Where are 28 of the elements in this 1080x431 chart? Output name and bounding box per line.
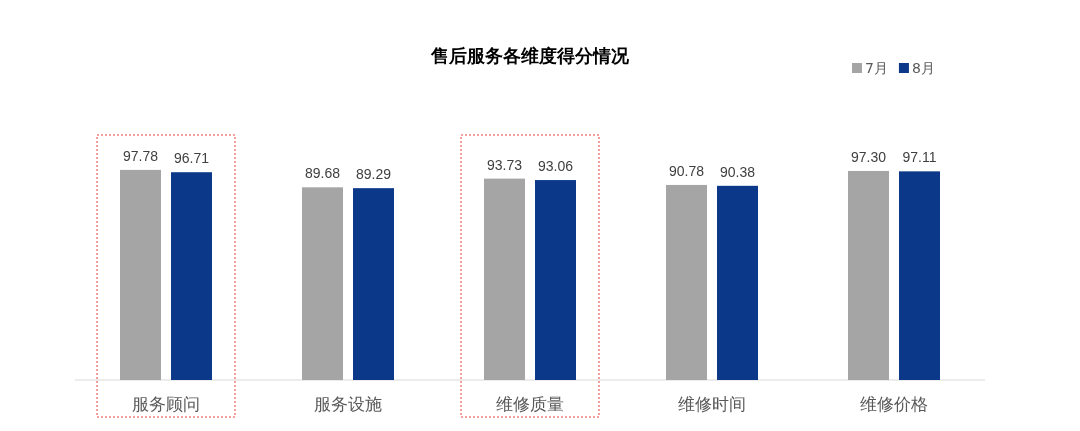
data-label: 90.78 — [668, 162, 705, 179]
x-tick-label: 维修时间 — [678, 394, 746, 414]
data-label: 97.30 — [850, 148, 887, 165]
data-label: 97.11 — [902, 149, 937, 166]
bar — [484, 178, 525, 380]
x-tick-label: 服务顾问 — [132, 394, 200, 414]
chart-title: 售后服务各维度得分情况 — [430, 45, 630, 66]
bar — [535, 180, 576, 380]
x-tick-label: 维修质量 — [496, 394, 564, 414]
bar — [120, 169, 161, 380]
bar — [302, 187, 343, 380]
data-label: 89.29 — [355, 166, 392, 183]
bar — [666, 184, 707, 380]
data-label: 96.71 — [173, 150, 210, 167]
x-tick-label: 服务设施 — [314, 394, 382, 414]
data-label: 90.38 — [719, 163, 756, 180]
x-tick-label: 维修价格 — [860, 394, 928, 414]
bar — [848, 170, 889, 380]
data-label: 89.68 — [304, 165, 341, 182]
legend-label: 8月 — [911, 60, 935, 76]
data-label: 97.78 — [122, 147, 159, 164]
bar — [717, 185, 758, 380]
bar — [353, 188, 394, 380]
data-label: 93.73 — [486, 156, 523, 173]
bar — [171, 172, 212, 380]
data-label: 93.06 — [537, 158, 574, 175]
bar — [899, 171, 940, 380]
legend-label: 7月 — [865, 60, 888, 76]
